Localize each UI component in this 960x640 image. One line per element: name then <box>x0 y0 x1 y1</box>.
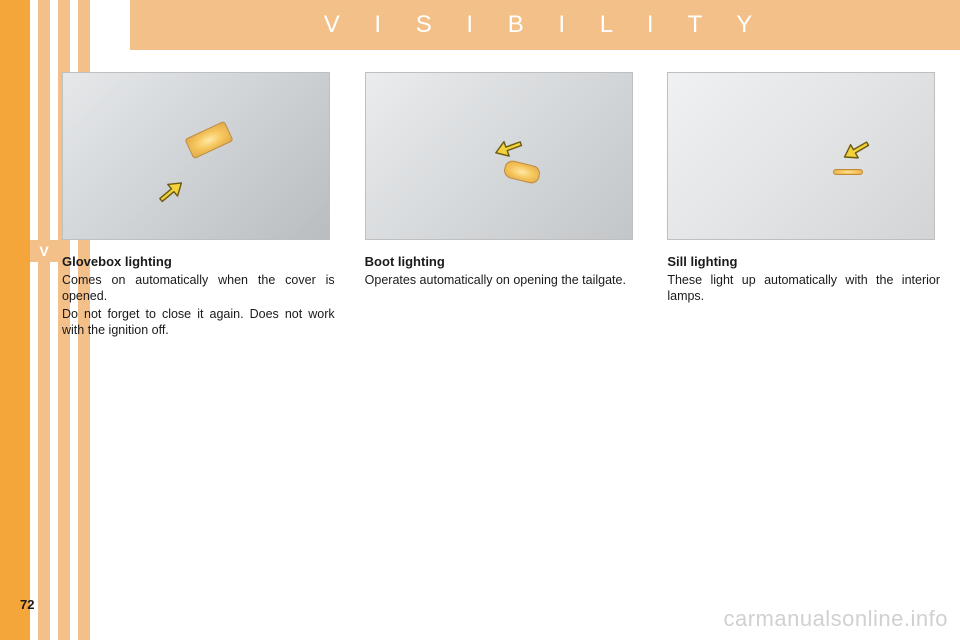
column-body-text: Do not forget to close it again. Does no… <box>62 307 335 338</box>
decorative-stripe <box>38 0 50 640</box>
decorative-stripe <box>0 0 30 640</box>
section-tab-label: V <box>39 243 48 259</box>
column-body-text: Comes on automatically when the cover is… <box>62 273 335 304</box>
illustration-box <box>667 72 935 240</box>
column-subtitle: Glovebox lighting <box>62 254 335 269</box>
column-body-text: Operates automatically on opening the ta… <box>365 273 638 289</box>
watermark-text: carmanualsonline.info <box>723 606 948 632</box>
page-number: 72 <box>20 597 34 612</box>
section-tab: V <box>30 240 58 262</box>
illustration-box <box>365 72 633 240</box>
decorative-stripe <box>30 0 38 640</box>
column-subtitle: Boot lighting <box>365 254 638 269</box>
column-body-text: These light up automatically with the in… <box>667 273 940 304</box>
decorative-stripe <box>50 0 58 640</box>
header-bar: V I S I B I L I T Y <box>130 0 960 50</box>
column-subtitle: Sill lighting <box>667 254 940 269</box>
content-column: Boot lighting Operates automatically on o… <box>365 72 638 342</box>
content-column: Sill lighting These light up automaticall… <box>667 72 940 342</box>
illustration-box <box>62 72 330 240</box>
page-header-title: V I S I B I L I T Y <box>324 11 767 39</box>
content-row: Glovebox lighting Comes on automatically … <box>62 72 940 342</box>
lamp-icon <box>184 121 233 160</box>
content-column: Glovebox lighting Comes on automatically … <box>62 72 335 342</box>
